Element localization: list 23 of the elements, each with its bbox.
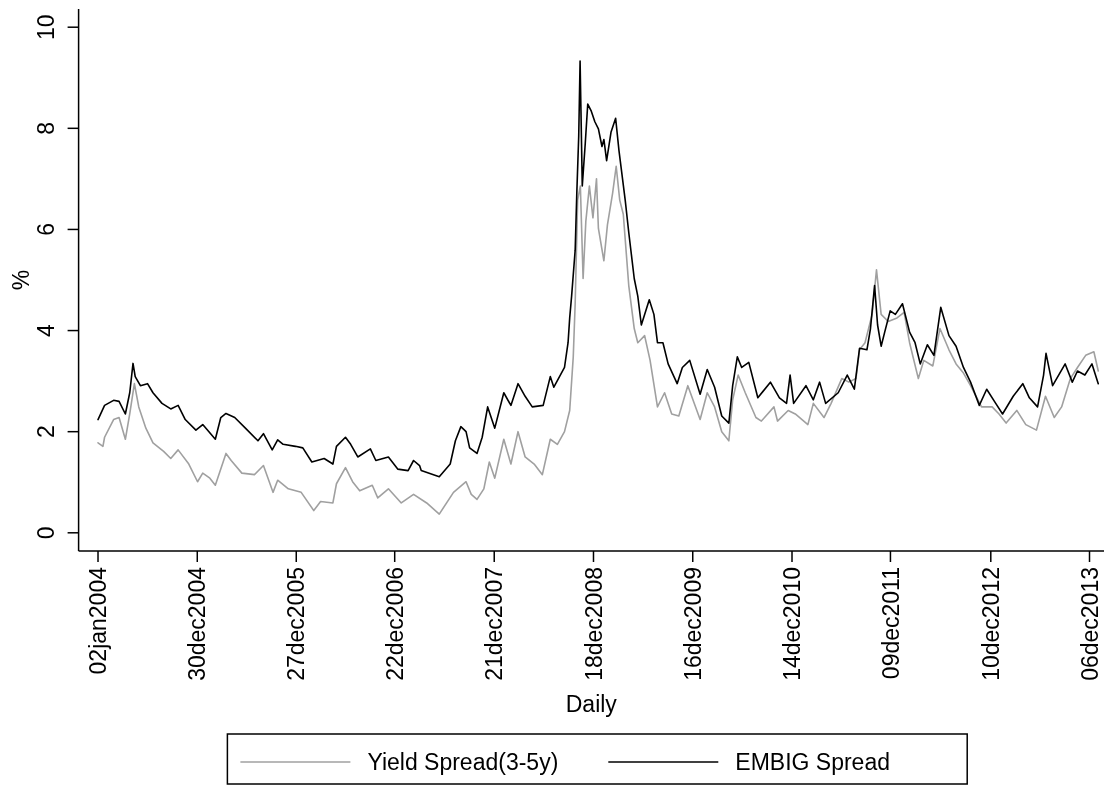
- y-tick-label: 0: [33, 526, 59, 540]
- y-tick-label: 10: [33, 14, 59, 40]
- x-axis-title: Daily: [565, 691, 618, 717]
- line-series: [97, 165, 1100, 515]
- y-tick-label: 8: [33, 121, 59, 135]
- y-tick-label: 4: [33, 323, 59, 337]
- y-tick-label: 6: [33, 223, 59, 236]
- x-tick-label: 30dec2004: [184, 566, 211, 681]
- x-tick-label: 14dec2010: [779, 567, 806, 681]
- line-series: [97, 60, 1100, 478]
- x-tick-label: 21dec2007: [481, 567, 508, 681]
- y-axis-title: %: [8, 269, 34, 291]
- x-tick-label: 06dec2013: [1076, 567, 1103, 681]
- x-tick-label: 18dec2008: [580, 567, 607, 681]
- x-tick-label: 10dec2012: [977, 567, 1004, 681]
- x-tick-label: 27dec2005: [283, 567, 310, 681]
- x-tick-label: 16dec2009: [679, 567, 706, 681]
- x-tick-label: 22dec2006: [381, 567, 408, 681]
- legend-label: EMBIG Spread: [735, 749, 890, 775]
- legend-label: Yield Spread(3-5y): [367, 749, 559, 775]
- x-tick-label: 09dec2011: [877, 567, 904, 680]
- x-tick-label: 02jan2004: [85, 566, 112, 675]
- y-tick-label: 2: [33, 425, 59, 439]
